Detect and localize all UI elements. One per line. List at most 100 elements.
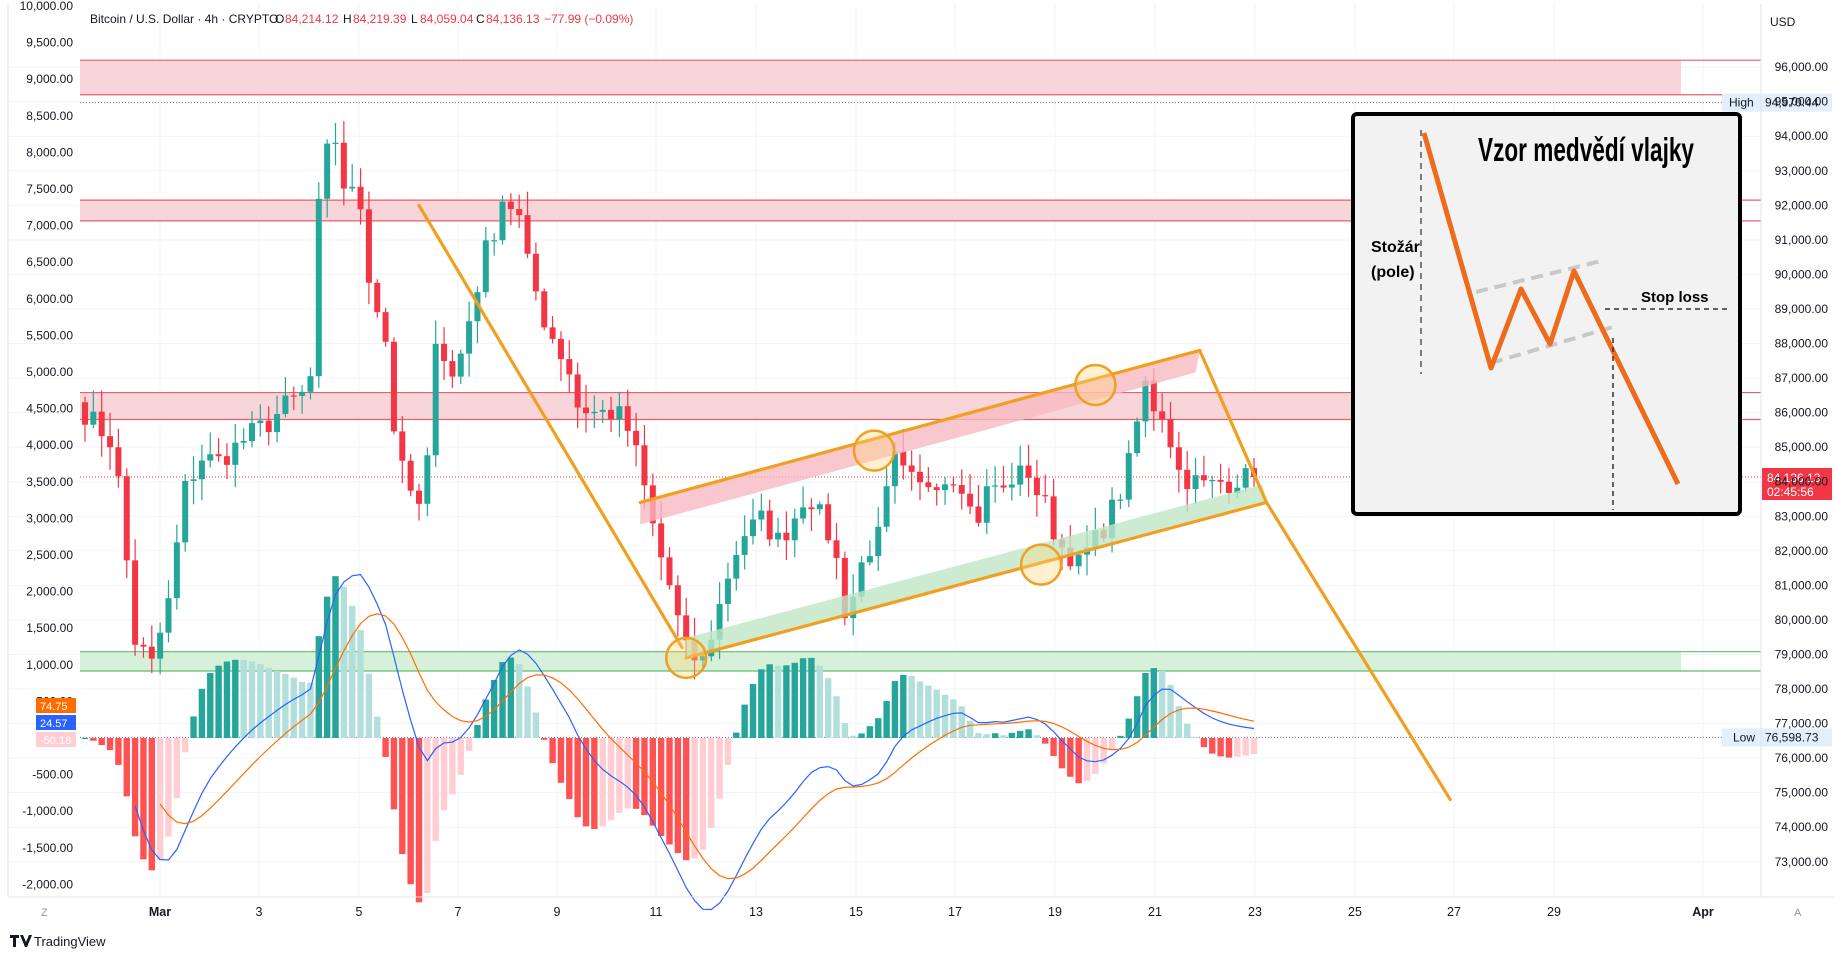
candle-body[interactable]	[198, 460, 205, 480]
candle-body[interactable]	[758, 510, 765, 520]
candle-body[interactable]	[566, 359, 573, 375]
candle-body[interactable]	[491, 240, 498, 242]
candle-body[interactable]	[541, 291, 548, 328]
candle-body[interactable]	[357, 186, 364, 210]
candle-body[interactable]	[390, 341, 397, 432]
candle-body[interactable]	[1042, 495, 1049, 497]
candle-body[interactable]	[290, 395, 297, 397]
pattern-line-flag_upper[interactable]	[638, 348, 1202, 505]
candle-body[interactable]	[441, 343, 448, 362]
candle-body[interactable]	[1150, 380, 1157, 412]
candle-body[interactable]	[808, 507, 815, 510]
candle-body[interactable]	[616, 406, 623, 420]
candle-body[interactable]	[950, 484, 957, 486]
candle-body[interactable]	[299, 391, 306, 396]
pattern-line-projection[interactable]	[1264, 500, 1452, 802]
candle-body[interactable]	[875, 526, 882, 557]
candlestick-series[interactable]	[82, 121, 1257, 680]
candle-body[interactable]	[641, 445, 648, 486]
auto-scale-button[interactable]: A	[1794, 907, 1802, 919]
candle-body[interactable]	[324, 143, 331, 199]
candle-body[interactable]	[107, 436, 114, 448]
candle-body[interactable]	[1008, 484, 1015, 488]
candle-body[interactable]	[917, 471, 923, 483]
candle-body[interactable]	[1209, 479, 1216, 482]
candle-body[interactable]	[766, 510, 773, 540]
candle-body[interactable]	[942, 484, 949, 491]
candle-body[interactable]	[908, 465, 915, 472]
candle-body[interactable]	[466, 321, 473, 354]
candle-body[interactable]	[399, 431, 406, 461]
candle-body[interactable]	[374, 282, 381, 313]
candle-body[interactable]	[165, 598, 172, 633]
candle-body[interactable]	[223, 456, 230, 465]
candle-body[interactable]	[833, 540, 840, 558]
candle-body[interactable]	[532, 253, 539, 292]
candle-body[interactable]	[841, 557, 848, 619]
candle-body[interactable]	[240, 441, 247, 443]
candle-body[interactable]	[215, 454, 222, 457]
candle-body[interactable]	[891, 451, 898, 487]
candle-body[interactable]	[499, 201, 506, 241]
candle-body[interactable]	[816, 504, 823, 510]
bear-flag-explainer[interactable]: Vzor medvědí vlajky Stožár (pole) Stop l…	[1351, 112, 1742, 516]
candle-body[interactable]	[608, 409, 615, 420]
candle-body[interactable]	[800, 507, 807, 519]
candle-body[interactable]	[666, 557, 673, 586]
candle-body[interactable]	[407, 460, 414, 491]
candle-body[interactable]	[658, 523, 665, 558]
candle-body[interactable]	[416, 490, 422, 504]
candle-body[interactable]	[190, 479, 197, 481]
candle-body[interactable]	[482, 240, 489, 293]
touch-point-circle[interactable]	[852, 429, 896, 472]
candle-body[interactable]	[783, 532, 790, 541]
candle-body[interactable]	[173, 542, 180, 599]
candle-body[interactable]	[157, 632, 164, 659]
candle-body[interactable]	[340, 142, 347, 189]
touch-point-circle[interactable]	[664, 636, 708, 680]
candle-body[interactable]	[699, 656, 706, 661]
candle-body[interactable]	[741, 536, 748, 555]
pattern-line-flag_right[interactable]	[1198, 348, 1269, 505]
candle-body[interactable]	[775, 532, 782, 540]
candle-body[interactable]	[516, 209, 523, 216]
candle-body[interactable]	[90, 411, 97, 425]
pattern-line-pole[interactable]	[417, 203, 684, 650]
candle-body[interactable]	[1217, 479, 1224, 482]
candle-body[interactable]	[674, 585, 681, 616]
candle-body[interactable]	[524, 215, 531, 254]
candle-body[interactable]	[983, 486, 990, 523]
candle-body[interactable]	[457, 353, 464, 377]
candle-body[interactable]	[182, 480, 189, 543]
candle-body[interactable]	[424, 455, 431, 504]
candle-body[interactable]	[557, 338, 564, 360]
candle-body[interactable]	[883, 486, 890, 527]
candle-body[interactable]	[591, 411, 598, 414]
candle-body[interactable]	[958, 485, 965, 494]
candle-body[interactable]	[307, 376, 314, 392]
candle-body[interactable]	[1125, 453, 1132, 500]
candle-body[interactable]	[1025, 465, 1032, 478]
candle-body[interactable]	[132, 560, 139, 645]
tradingview-logo[interactable]: TradingView	[10, 934, 106, 949]
candle-body[interactable]	[967, 493, 974, 507]
candle-body[interactable]	[382, 312, 389, 342]
candle-body[interactable]	[98, 411, 105, 437]
candle-body[interactable]	[82, 402, 88, 425]
candle-body[interactable]	[1109, 499, 1116, 539]
touch-point-circle[interactable]	[1074, 363, 1117, 407]
candle-body[interactable]	[992, 485, 999, 487]
candle-body[interactable]	[257, 420, 264, 424]
candle-body[interactable]	[574, 374, 581, 408]
candle-body[interactable]	[716, 603, 723, 640]
candle-body[interactable]	[599, 409, 606, 412]
candle-body[interactable]	[249, 423, 255, 442]
symbol-legend[interactable]: Bitcoin / U.S. Dollar · 4h · CRYPTO O 84…	[90, 12, 633, 26]
candle-body[interactable]	[683, 615, 690, 641]
candle-body[interactable]	[750, 519, 756, 537]
candle-body[interactable]	[858, 562, 865, 597]
candle-body[interactable]	[1242, 468, 1249, 488]
candle-body[interactable]	[549, 327, 556, 339]
candle-body[interactable]	[1225, 481, 1232, 494]
